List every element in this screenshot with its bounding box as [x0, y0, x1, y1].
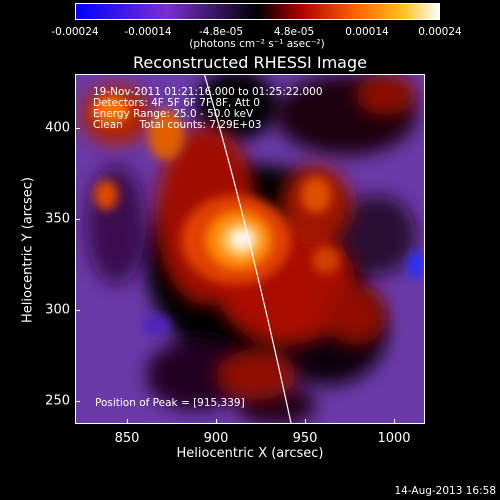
- plot-title: Reconstructed RHESSI Image: [133, 53, 367, 72]
- image-bright-core: [93, 96, 340, 285]
- rhessi-image: [76, 75, 424, 423]
- info-detectors: Detectors: 4F 5F 6F 7F 8F, Att 0: [93, 97, 260, 109]
- info-time-range: 19-Nov-2011 01:21:16.000 to 01:25:22.000: [93, 86, 323, 98]
- colorbar-tick-label: -0.00014: [124, 26, 172, 38]
- rhessi-image-plot: [75, 74, 425, 424]
- info-energy-range: Energy Range: 25.0 - 50.0 keV: [93, 108, 254, 120]
- colorbar-tick-label: 4.8e-05: [273, 26, 315, 38]
- timestamp: 14-Aug-2013 16:58: [394, 485, 496, 497]
- x-axis-title: Heliocentric X (arcsec): [176, 446, 324, 461]
- colorbar-tick-label: -0.00024: [51, 26, 99, 38]
- image-blue-regions: [142, 251, 424, 335]
- x-tick-label: 900: [203, 431, 229, 446]
- y-tick-label: 350: [45, 211, 70, 227]
- y-tick-label: 250: [45, 393, 70, 409]
- x-tick-label: 1000: [377, 431, 411, 446]
- peak-position-label: Position of Peak = [915,339]: [95, 397, 245, 409]
- y-tick-label: 400: [45, 120, 70, 136]
- y-tick-label: 300: [45, 302, 70, 318]
- x-tick-label: 850: [114, 431, 140, 446]
- colorbar-gradient: [76, 4, 439, 19]
- info-total-counts: Clean Total counts: 7.29E+03: [93, 119, 262, 131]
- colorbar: [75, 3, 440, 20]
- y-axis-title: Heliocentric Y (arcsec): [20, 177, 36, 323]
- colorbar-tick-label: -4.8e-05: [198, 26, 244, 38]
- solar-limb-line: [203, 75, 292, 423]
- colorbar-units: (photons cm⁻² s⁻¹ asec⁻²): [189, 38, 325, 50]
- x-tick-label: 950: [292, 431, 318, 446]
- colorbar-tick-label: 0.00014: [345, 26, 389, 38]
- colorbar-tick-label: 0.00024: [418, 26, 462, 38]
